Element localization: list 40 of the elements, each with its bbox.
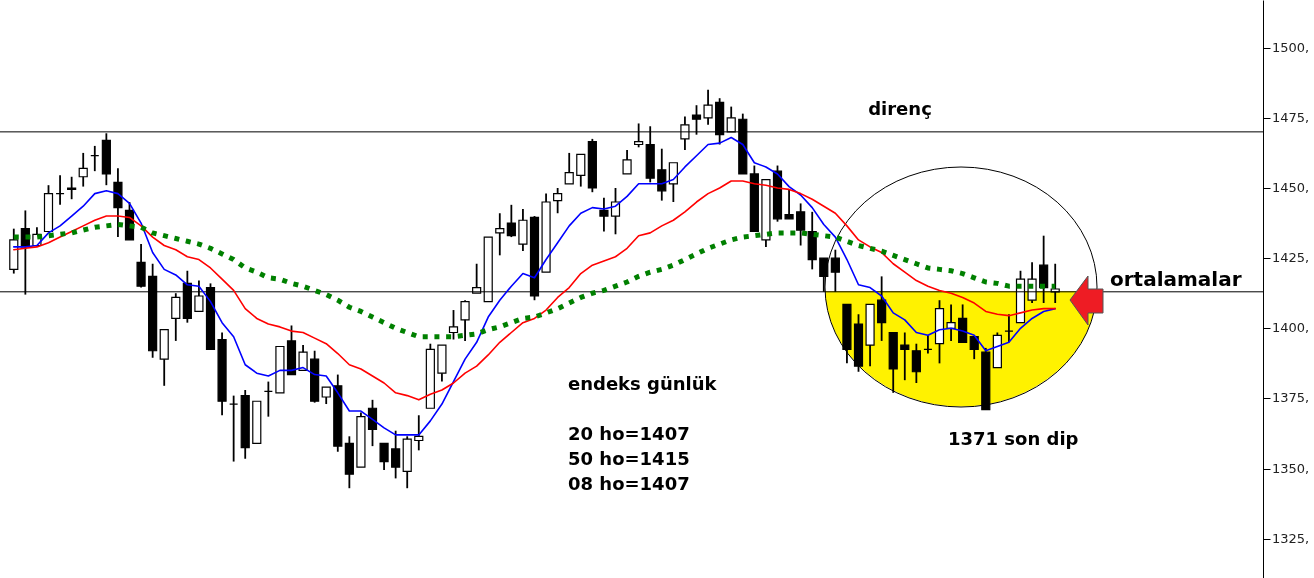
candlestick [784, 188, 794, 220]
y-tick-label: 1400, [1272, 320, 1310, 336]
y-tick-label: 1500, [1272, 39, 1310, 55]
candlestick [865, 303, 875, 368]
candlestick [414, 414, 424, 452]
candlestick [275, 345, 285, 394]
candlestick [541, 192, 551, 273]
candlestick [495, 212, 505, 257]
candlestick [518, 208, 528, 253]
candlestick [78, 152, 88, 188]
candlestick [159, 329, 169, 387]
candlestick [425, 342, 435, 409]
candlestick [703, 88, 713, 126]
annotation: 08 ho=1407 [568, 473, 690, 494]
candlestick [564, 152, 574, 185]
annotation: 1371 son dip [948, 428, 1079, 449]
candlestick [576, 153, 586, 188]
candlestick [599, 196, 609, 233]
candlestick [356, 411, 366, 468]
annotation: endeks günlük [568, 373, 718, 394]
candlestick [553, 187, 563, 215]
y-tick-label: 1325, [1272, 530, 1310, 546]
annotation: 20 ho=1407 [568, 423, 690, 444]
candlestick [437, 344, 447, 383]
candlestick [622, 149, 632, 175]
y-tick-label: 1375, [1272, 390, 1310, 406]
candlestick [402, 435, 412, 490]
y-tick-label: 1425, [1272, 250, 1310, 266]
candlestick [252, 400, 262, 444]
y-tick-label: 1450, [1272, 179, 1310, 195]
y-tick-label: 1475, [1272, 109, 1310, 125]
candlestick [761, 178, 771, 248]
y-tick-label: 1350, [1272, 460, 1310, 476]
candlestick [946, 303, 956, 342]
candlestick [321, 386, 331, 405]
ref-line-label: direnç [868, 97, 932, 119]
candlestick [67, 175, 77, 201]
ref-line-label: ortalamalar [1110, 266, 1242, 291]
annotation: 50 ho=1415 [568, 448, 690, 469]
candlestick [992, 331, 1002, 369]
